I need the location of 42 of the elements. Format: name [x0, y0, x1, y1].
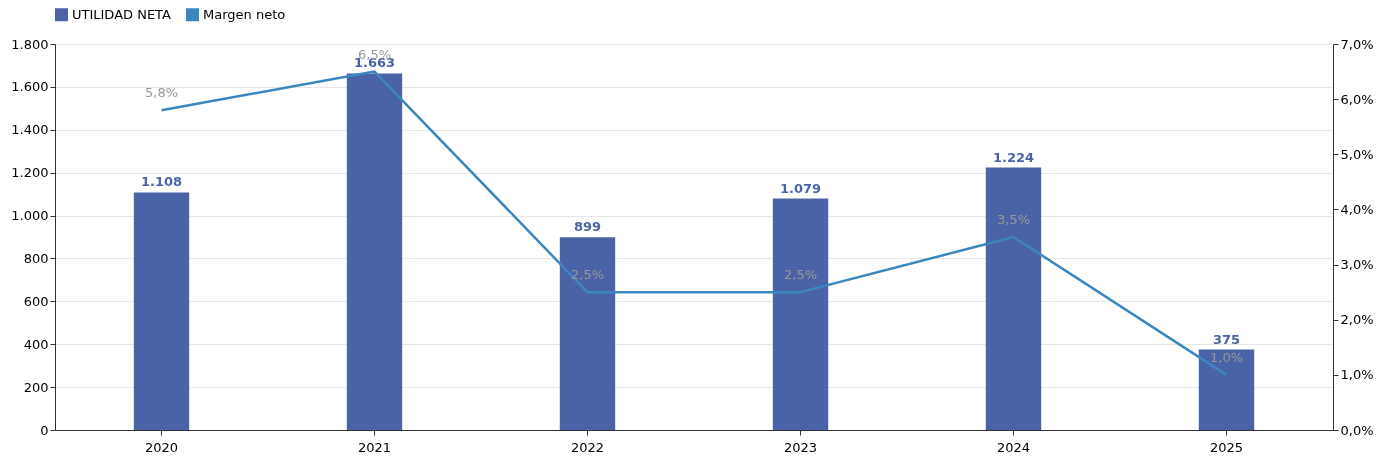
x-tick-label: 2025 [1209, 439, 1244, 455]
y-tick-label: 1.600 [11, 79, 49, 95]
y-tick-label: 1.400 [11, 122, 49, 138]
y2-tick-label: 2,0% [1340, 312, 1374, 328]
data-label: 1,0% [1209, 349, 1244, 365]
y-tick-label: 1.200 [11, 165, 49, 181]
data-label: 2,5% [783, 267, 818, 283]
y-tick-label: 1.000 [11, 208, 49, 224]
data-label: 899 [573, 219, 602, 235]
bar [985, 167, 1042, 430]
y-tick-label: 200 [23, 379, 49, 395]
x-tick-label: 2020 [144, 439, 179, 455]
y-tick-label: 800 [23, 250, 49, 266]
bar [133, 192, 190, 430]
data-label: 1.224 [992, 149, 1035, 165]
x-tick-label: 2021 [357, 439, 392, 455]
y-tick-label: 0 [40, 422, 49, 438]
y2-tick-label: 6,0% [1340, 91, 1374, 107]
x-tick-label: 2023 [783, 439, 818, 455]
data-label: 1.079 [779, 180, 822, 196]
bar [346, 73, 403, 430]
bar [1198, 349, 1255, 430]
y2-tick-label: 5,0% [1340, 146, 1374, 162]
data-label: 2,5% [570, 267, 605, 283]
data-label: 375 [1212, 331, 1241, 347]
bar [772, 198, 829, 430]
legend-label: UTILIDAD NETA [72, 6, 172, 22]
legend-label: Margen neto [203, 6, 286, 22]
data-label: 3,5% [996, 212, 1031, 227]
data-label: 1.108 [140, 174, 183, 190]
y2-tick-label: 4,0% [1340, 201, 1374, 217]
x-tick-label: 2022 [570, 439, 605, 455]
y-tick-label: 1.800 [11, 36, 49, 52]
bar [559, 237, 616, 430]
y2-tick-label: 3,0% [1340, 257, 1374, 273]
data-label: 5,8% [144, 85, 179, 101]
y2-tick-label: 7,0% [1340, 36, 1374, 52]
y-tick-label: 600 [23, 293, 49, 309]
y2-tick-label: 1,0% [1340, 367, 1374, 383]
y2-tick-label: 0,0% [1340, 422, 1374, 438]
y-tick-label: 400 [23, 336, 49, 352]
x-tick-label: 2024 [996, 439, 1031, 455]
